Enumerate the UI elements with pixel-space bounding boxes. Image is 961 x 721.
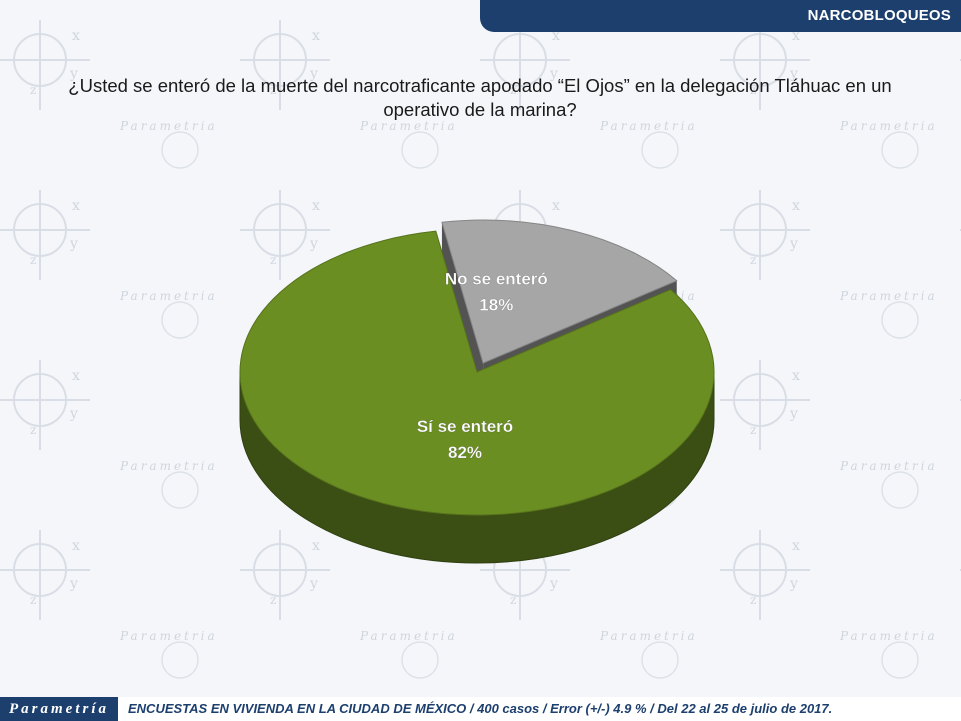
slice-value-label-0: 18% [479, 295, 513, 314]
slice-label-0: No se enteró [445, 269, 548, 288]
pie-slice-1 [239, 230, 715, 516]
section-title: NARCOBLOQUEOS [807, 7, 951, 24]
slice-value-label-1: 82% [448, 443, 482, 462]
slice-label-1: Sí se enteró [417, 417, 513, 436]
footer-bar: Parametría ENCUESTAS EN VIVIENDA EN LA C… [0, 697, 961, 721]
footer-note: ENCUESTAS EN VIVIENDA EN LA CIUDAD DE MÉ… [128, 701, 833, 716]
parametria-logo: Parametría [0, 697, 118, 721]
header-tab: NARCOBLOQUEOS [480, 0, 961, 32]
pie-slice-0 [441, 219, 678, 364]
survey-question: ¿Usted se enteró de la muerte del narcot… [68, 75, 892, 120]
